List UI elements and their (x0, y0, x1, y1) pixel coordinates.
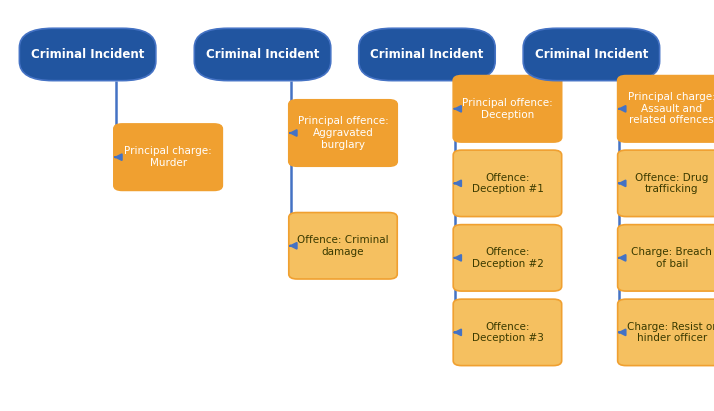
Text: Charge: Resist or
hinder officer: Charge: Resist or hinder officer (627, 321, 714, 343)
Text: Offence:
Deception #2: Offence: Deception #2 (471, 247, 543, 269)
FancyBboxPatch shape (618, 299, 714, 366)
FancyBboxPatch shape (523, 28, 660, 81)
Text: Criminal Incident: Criminal Incident (206, 48, 319, 61)
FancyBboxPatch shape (288, 100, 397, 166)
Text: Criminal Incident: Criminal Incident (371, 48, 483, 61)
FancyBboxPatch shape (618, 150, 714, 217)
Text: Principal charge:
Assault and
related offences: Principal charge: Assault and related of… (628, 92, 714, 125)
Text: Principal offence:
Aggravated
burglary: Principal offence: Aggravated burglary (298, 116, 388, 150)
FancyBboxPatch shape (288, 212, 397, 279)
Text: Principal offence:
Deception: Principal offence: Deception (462, 98, 553, 120)
FancyBboxPatch shape (358, 28, 496, 81)
FancyBboxPatch shape (453, 76, 562, 142)
Text: Charge: Breach
of bail: Charge: Breach of bail (631, 247, 713, 269)
Text: Offence:
Deception #3: Offence: Deception #3 (471, 321, 543, 343)
Text: Offence: Criminal
damage: Offence: Criminal damage (297, 235, 389, 256)
FancyBboxPatch shape (453, 150, 562, 217)
Text: Offence:
Deception #1: Offence: Deception #1 (471, 173, 543, 194)
Text: Offence: Drug
trafficking: Offence: Drug trafficking (635, 173, 708, 194)
FancyBboxPatch shape (618, 76, 714, 142)
FancyBboxPatch shape (194, 28, 331, 81)
Text: Criminal Incident: Criminal Incident (535, 48, 648, 61)
FancyBboxPatch shape (453, 299, 562, 366)
Text: Principal charge:
Murder: Principal charge: Murder (124, 146, 212, 168)
FancyBboxPatch shape (618, 225, 714, 291)
FancyBboxPatch shape (453, 225, 562, 291)
FancyBboxPatch shape (19, 28, 156, 81)
FancyBboxPatch shape (114, 124, 222, 190)
Text: Criminal Incident: Criminal Incident (31, 48, 144, 61)
